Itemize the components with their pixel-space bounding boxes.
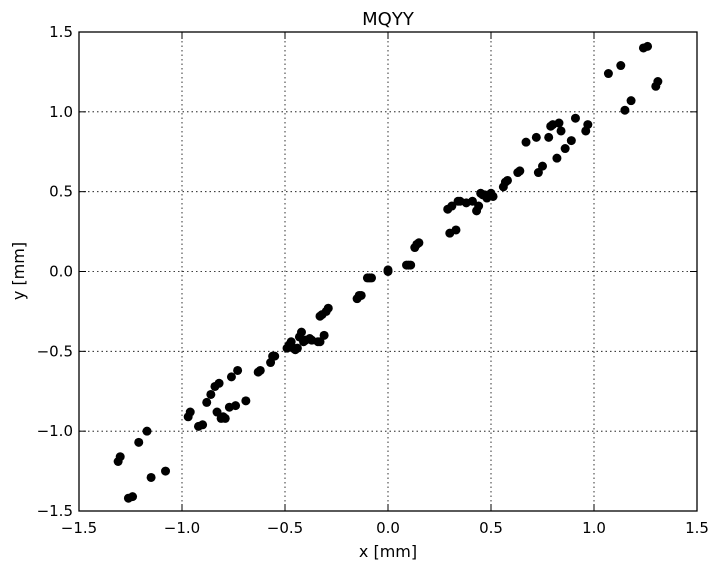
data-point	[451, 225, 461, 235]
data-point	[603, 69, 613, 79]
data-point	[241, 396, 251, 406]
data-point	[521, 137, 531, 147]
data-point	[323, 303, 333, 313]
data-point	[296, 327, 306, 337]
data-point	[319, 330, 329, 340]
y-tick-label: 0.0	[49, 263, 73, 281]
data-point	[414, 238, 424, 248]
data-point	[115, 452, 125, 462]
data-points	[113, 41, 663, 503]
data-point	[406, 260, 416, 270]
data-point	[533, 168, 543, 178]
data-point	[315, 337, 325, 347]
data-point	[202, 397, 212, 407]
data-point	[185, 407, 195, 417]
data-point	[554, 118, 564, 128]
data-point	[556, 126, 566, 136]
data-point	[255, 365, 265, 375]
y-tick-label: −0.5	[37, 342, 73, 360]
y-axis-label: y [mm]	[9, 242, 28, 300]
data-point	[233, 365, 243, 375]
data-point	[531, 132, 541, 142]
data-point	[626, 96, 636, 106]
data-point	[515, 166, 525, 176]
x-tick-label: −1.0	[164, 519, 200, 537]
chart-title: MQYY	[362, 9, 415, 30]
data-point	[616, 61, 626, 71]
x-axis-label: x [mm]	[359, 542, 417, 561]
x-tick-label: 1.5	[685, 519, 709, 537]
y-tick-label: 0.5	[49, 183, 73, 201]
data-point	[142, 426, 152, 436]
data-point	[146, 472, 156, 482]
x-tick-label: −1.5	[61, 519, 97, 537]
data-point	[552, 153, 562, 163]
axis-ticks	[78, 31, 698, 512]
data-point	[212, 407, 222, 417]
data-point	[544, 132, 554, 142]
data-point	[214, 378, 224, 388]
x-tick-label: −0.5	[267, 519, 303, 537]
y-tick-labels: −1.5 −1.0 −0.5 0.0 0.5 1.0 1.5	[37, 23, 73, 520]
data-point	[488, 191, 498, 201]
data-point	[467, 196, 477, 206]
data-point	[367, 273, 377, 283]
data-point	[570, 113, 580, 123]
data-point	[538, 161, 547, 171]
data-point	[134, 437, 144, 447]
x-tick-label: 0.5	[479, 519, 503, 537]
data-point	[198, 420, 208, 430]
data-point	[566, 136, 576, 146]
data-point	[226, 372, 236, 382]
y-tick-label: 1.5	[49, 23, 73, 41]
data-point	[220, 413, 230, 423]
data-point	[620, 105, 630, 115]
data-point	[128, 492, 138, 502]
data-point	[161, 466, 171, 476]
x-tick-labels: −1.5 −1.0 −0.5 0.0 0.5 1.0 1.5	[61, 519, 709, 537]
data-point	[206, 389, 216, 399]
data-point	[560, 144, 570, 154]
data-point	[447, 201, 457, 211]
x-tick-label: 1.0	[582, 519, 606, 537]
data-point	[356, 290, 366, 300]
data-point	[502, 175, 512, 185]
data-point	[643, 41, 653, 51]
data-point	[383, 265, 393, 275]
y-tick-label: 1.0	[49, 103, 73, 121]
data-point	[653, 76, 663, 86]
data-point	[474, 201, 484, 211]
data-point	[270, 351, 280, 361]
x-tick-label: 0.0	[376, 519, 400, 537]
data-point	[583, 120, 593, 130]
y-tick-label: −1.5	[37, 502, 73, 520]
data-point	[292, 343, 302, 353]
data-point	[231, 401, 241, 411]
y-tick-label: −1.0	[37, 422, 73, 440]
